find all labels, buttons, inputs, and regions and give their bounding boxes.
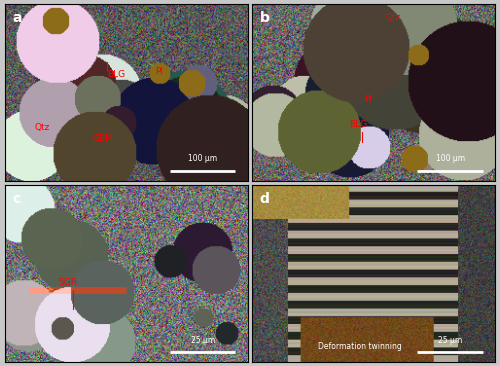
Text: Qtz: Qtz xyxy=(386,14,401,22)
Text: 100 μm: 100 μm xyxy=(188,154,218,164)
Text: GBM: GBM xyxy=(92,134,113,143)
Text: SGR: SGR xyxy=(58,278,78,287)
Text: 25 μm: 25 μm xyxy=(190,336,215,344)
Text: Qtz: Qtz xyxy=(34,123,50,132)
Text: BLG: BLG xyxy=(350,120,368,129)
Text: a: a xyxy=(12,11,22,25)
Text: Pl: Pl xyxy=(364,95,372,104)
Text: 100 μm: 100 μm xyxy=(436,154,464,164)
Text: Deformation twinning: Deformation twinning xyxy=(318,342,402,351)
Text: c: c xyxy=(12,192,20,206)
Text: b: b xyxy=(260,11,270,25)
Text: d: d xyxy=(260,192,270,206)
Text: Pl: Pl xyxy=(156,67,164,76)
Text: BLG: BLG xyxy=(107,70,125,79)
Text: 25 μm: 25 μm xyxy=(438,336,462,344)
